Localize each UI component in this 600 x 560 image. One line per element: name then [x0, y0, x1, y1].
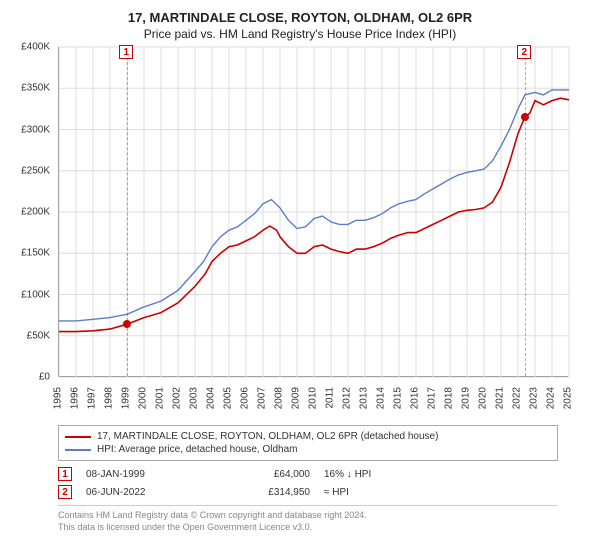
x-tick-label: 2010 [308, 387, 319, 409]
x-tick-label: 1996 [70, 387, 81, 409]
cell-delta-2: ≈ HPI [324, 487, 424, 498]
chart-title: 17, MARTINDALE CLOSE, ROYTON, OLDHAM, OL… [10, 10, 590, 25]
y-tick-label: £350K [10, 83, 50, 94]
table-row: 1 08-JAN-1999 £64,000 16% ↓ HPI [58, 465, 558, 483]
marker-vline-2 [525, 47, 526, 376]
x-tick-label: 2022 [512, 387, 523, 409]
footer-line-2: This data is licensed under the Open Gov… [58, 522, 558, 534]
marker-dot-2 [521, 113, 529, 121]
legend-row-price-paid: 17, MARTINDALE CLOSE, ROYTON, OLDHAM, OL… [65, 430, 551, 443]
marker-1-inline: 1 [58, 467, 72, 481]
cell-price-2: £314,950 [220, 487, 310, 498]
x-tick-label: 1997 [87, 387, 98, 409]
x-tick-label: 2017 [427, 387, 438, 409]
plot-svg [59, 47, 569, 377]
marker-box-2: 2 [517, 45, 531, 59]
plot-region [58, 47, 568, 377]
footer-line-1: Contains HM Land Registry data © Crown c… [58, 510, 558, 522]
marker-dot-1 [123, 320, 131, 328]
x-tick-label: 1999 [121, 387, 132, 409]
x-tick-label: 1998 [104, 387, 115, 409]
y-tick-label: £400K [10, 42, 50, 53]
y-tick-label: £50K [10, 330, 50, 341]
x-tick-label: 2025 [563, 387, 574, 409]
x-tick-label: 2006 [240, 387, 251, 409]
cell-delta-1: 16% ↓ HPI [324, 469, 424, 480]
x-tick-label: 2001 [155, 387, 166, 409]
legend-swatch-price-paid [65, 436, 91, 438]
legend-label-price-paid: 17, MARTINDALE CLOSE, ROYTON, OLDHAM, OL… [97, 431, 438, 442]
x-tick-label: 2013 [359, 387, 370, 409]
cell-date-2: 06-JUN-2022 [86, 487, 206, 498]
x-tick-label: 2019 [461, 387, 472, 409]
cell-date-1: 08-JAN-1999 [86, 469, 206, 480]
x-tick-label: 2000 [138, 387, 149, 409]
x-tick-label: 2011 [325, 387, 336, 409]
legend-label-hpi: HPI: Average price, detached house, Oldh… [97, 444, 298, 455]
y-tick-label: £0 [10, 372, 50, 383]
x-tick-label: 2003 [189, 387, 200, 409]
x-tick-label: 2024 [546, 387, 557, 409]
y-tick-label: £250K [10, 165, 50, 176]
y-tick-label: £200K [10, 207, 50, 218]
x-tick-label: 2007 [257, 387, 268, 409]
x-tick-label: 2021 [495, 387, 506, 409]
x-tick-label: 1995 [53, 387, 64, 409]
y-tick-label: £100K [10, 289, 50, 300]
page-root: 17, MARTINDALE CLOSE, ROYTON, OLDHAM, OL… [0, 0, 600, 560]
x-tick-label: 2020 [478, 387, 489, 409]
transactions-table: 1 08-JAN-1999 £64,000 16% ↓ HPI 2 06-JUN… [58, 465, 558, 501]
x-tick-label: 2023 [529, 387, 540, 409]
chart-subtitle: Price paid vs. HM Land Registry's House … [10, 27, 590, 41]
x-tick-label: 2012 [342, 387, 353, 409]
marker-2-inline: 2 [58, 485, 72, 499]
legend-row-hpi: HPI: Average price, detached house, Oldh… [65, 443, 551, 456]
x-tick-label: 2015 [393, 387, 404, 409]
legend-box: 17, MARTINDALE CLOSE, ROYTON, OLDHAM, OL… [58, 425, 558, 461]
table-row: 2 06-JUN-2022 £314,950 ≈ HPI [58, 483, 558, 501]
x-tick-label: 2004 [206, 387, 217, 409]
x-tick-label: 2009 [291, 387, 302, 409]
x-tick-label: 2016 [410, 387, 421, 409]
x-tick-label: 2002 [172, 387, 183, 409]
x-tick-label: 2008 [274, 387, 285, 409]
chart-area: £0£50K£100K£150K£200K£250K£300K£350K£400… [10, 47, 590, 417]
legend-swatch-hpi [65, 449, 91, 451]
x-tick-label: 2014 [376, 387, 387, 409]
x-tick-label: 2018 [444, 387, 455, 409]
y-tick-label: £300K [10, 124, 50, 135]
cell-price-1: £64,000 [220, 469, 310, 480]
x-tick-label: 2005 [223, 387, 234, 409]
y-tick-label: £150K [10, 248, 50, 259]
footer-attribution: Contains HM Land Registry data © Crown c… [58, 505, 558, 533]
marker-box-1: 1 [119, 45, 133, 59]
